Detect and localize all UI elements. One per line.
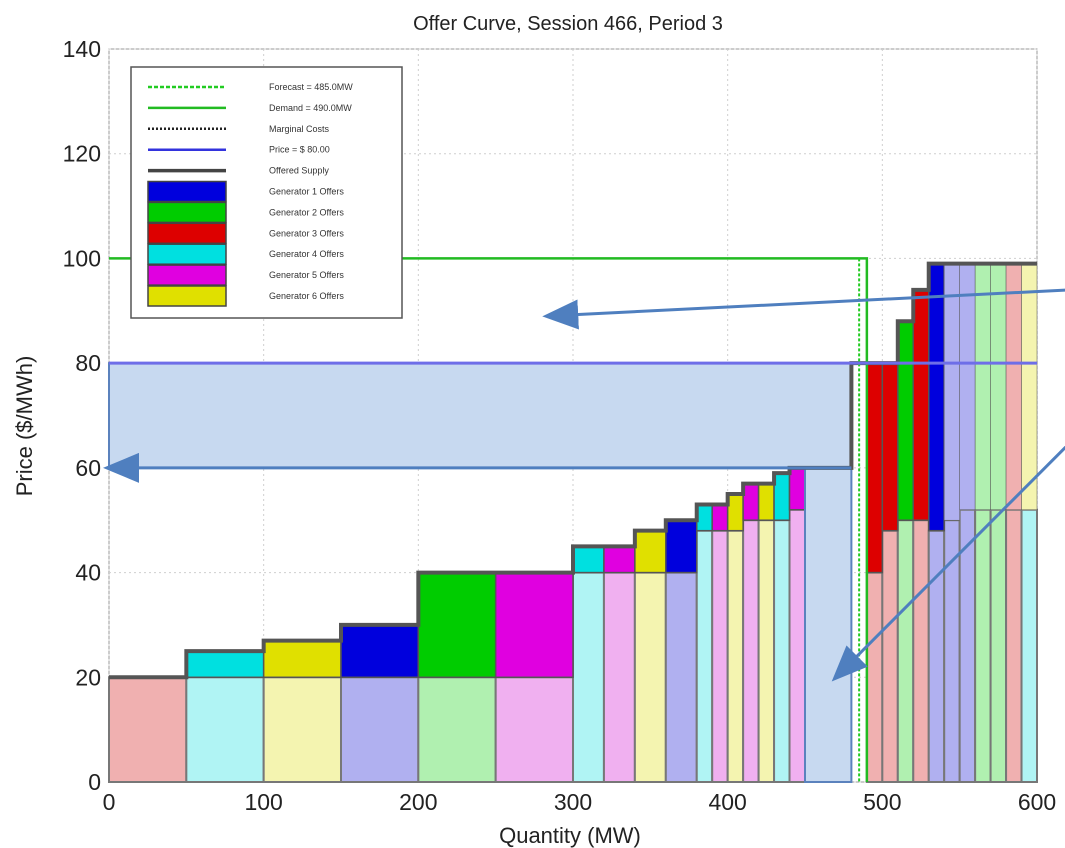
- offer-block: [340, 624, 420, 679]
- marginal-cost-block: [711, 529, 729, 784]
- marginal-cost-block: [1020, 508, 1038, 783]
- marginal-cost-block: [340, 676, 420, 783]
- marginal-cost-block: [1005, 508, 1023, 783]
- offer-block: [912, 289, 930, 521]
- offer-block: [603, 545, 636, 574]
- plot-area: 0 100 200 300 400 500 600 0 20 40 60 80 100 120 140 For…: [63, 36, 1065, 815]
- marginal-cost-block: [927, 529, 946, 784]
- marginal-cost-block: [185, 676, 265, 783]
- offer-block: [417, 571, 497, 679]
- offer-block: [866, 362, 884, 574]
- x-tick-label: 100: [244, 789, 282, 815]
- marginal-cost-block: [664, 571, 698, 783]
- legend-label: Demand = 490.0MW: [269, 103, 352, 113]
- marginal-cost-block: [757, 519, 776, 783]
- marginal-cost-block: [974, 508, 992, 783]
- offer-block: [943, 263, 960, 521]
- y-tick-label: 100: [63, 245, 101, 271]
- offer-block: [974, 263, 991, 510]
- marginal-cost-block: [773, 519, 791, 783]
- offer-block: [897, 320, 915, 521]
- legend-patch: [147, 264, 227, 286]
- x-axis-label: Quantity (MW): [499, 823, 641, 848]
- x-tick-label: 300: [554, 789, 592, 815]
- legend-patch: [147, 180, 227, 203]
- horizontal-band: [108, 362, 853, 469]
- x-tick-label: 200: [399, 789, 437, 815]
- offer-block: [665, 519, 698, 574]
- marginal-cost-block: [108, 676, 188, 783]
- y-tick-label: 80: [75, 350, 101, 376]
- annotation-arrow: [831, 445, 1065, 682]
- offer-block: [262, 639, 342, 679]
- offer-block: [494, 571, 574, 679]
- marginal-cost-block: [633, 571, 667, 783]
- offer-block: [927, 262, 945, 532]
- marginal-cost-block: [865, 571, 884, 783]
- marginal-cost-block: [572, 571, 605, 783]
- legend-label: Generator 6 Offers: [269, 291, 344, 301]
- legend-label: Generator 3 Offers: [269, 228, 344, 238]
- offer-block: [757, 482, 775, 521]
- legend-label: Generator 4 Offers: [269, 249, 344, 259]
- y-axis-label: Price ($/MWh): [12, 356, 37, 497]
- offer-block: [788, 467, 806, 511]
- legend-label: Generator 2 Offers: [269, 207, 344, 217]
- marginal-cost-block: [912, 519, 930, 783]
- marginal-cost-block: [602, 571, 636, 783]
- marginal-cost-block: [262, 676, 342, 783]
- legend-label: Generator 1 Offers: [269, 187, 344, 197]
- legend-patch: [147, 222, 227, 245]
- offer-block: [1005, 263, 1022, 510]
- legend-label: Offered Supply: [269, 166, 329, 176]
- offer-block: [990, 263, 1007, 510]
- vertical-band: [804, 466, 853, 783]
- x-tick-label: 500: [863, 789, 901, 815]
- offer-block: [711, 503, 729, 532]
- legend-patch: [147, 285, 227, 307]
- x-tick-label: 400: [708, 789, 746, 815]
- offer-block: [726, 493, 744, 532]
- marginal-cost-block: [989, 508, 1008, 783]
- offer-block: [1021, 263, 1038, 510]
- marginal-cost-block: [881, 529, 899, 784]
- offer-block: [742, 482, 760, 521]
- chart-title: Offer Curve, Session 466, Period 3: [413, 13, 723, 35]
- offer-block: [695, 503, 713, 532]
- x-tick-label: 600: [1018, 789, 1056, 815]
- y-tick-label: 120: [63, 141, 101, 167]
- offer-block: [959, 263, 976, 510]
- marginal-cost-block: [788, 508, 806, 783]
- marginal-cost-block: [726, 529, 745, 784]
- offer-block: [185, 650, 265, 679]
- x-tick-label: 0: [103, 789, 116, 815]
- marginal-cost-block: [417, 676, 497, 783]
- legend: Forecast = 485.0MW Demand = 490.0MW Margin…: [130, 66, 403, 319]
- marginal-cost-block: [695, 529, 714, 784]
- y-tick-label: 20: [75, 664, 101, 690]
- legend-label: Price = $ 80.00: [269, 145, 330, 155]
- offer-block: [572, 545, 605, 574]
- annotation-arrow: [542, 288, 1065, 330]
- y-tick-label: 0: [88, 769, 101, 795]
- y-tick-label: 40: [75, 560, 101, 586]
- legend-patch: [147, 243, 227, 265]
- y-tick-label: 140: [63, 36, 101, 62]
- offer-block: [634, 529, 667, 574]
- legend-label: Forecast = 485.0MW: [269, 82, 353, 92]
- offer-block: [773, 472, 791, 521]
- marginal-cost-block: [742, 519, 760, 783]
- marginal-cost-block: [896, 519, 915, 783]
- legend-label: Generator 5 Offers: [269, 270, 344, 280]
- y-tick-label: 60: [75, 455, 101, 481]
- offer-block: [881, 362, 899, 532]
- legend-patch: [147, 201, 227, 224]
- marginal-cost-block: [494, 676, 574, 783]
- legend-label: Marginal Costs: [269, 124, 330, 134]
- offered-supply-line: [109, 261, 1037, 680]
